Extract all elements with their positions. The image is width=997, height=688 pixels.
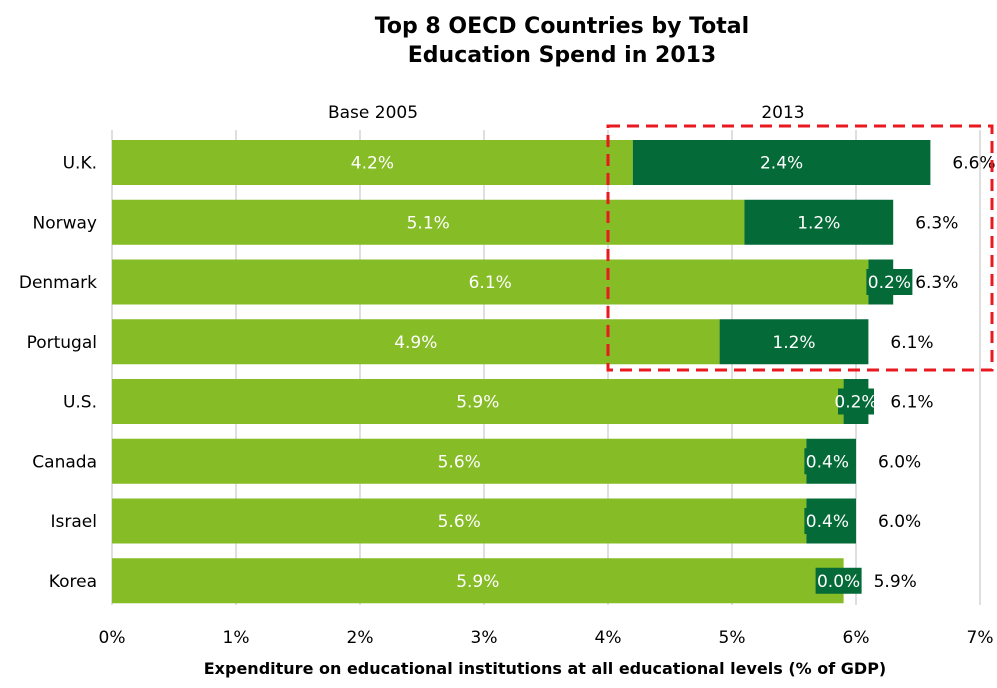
category-label: Canada	[32, 452, 97, 472]
category-label: Denmark	[19, 273, 97, 293]
data-label-total: 5.9%	[874, 572, 917, 592]
labels: U.K. 4.2% 2.4% 6.6% Norway 5.1% 1.2% 6.3% Denmar…	[19, 154, 996, 592]
bar-base	[112, 558, 844, 604]
data-label-tag	[866, 269, 913, 295]
chart-title-line-2: Education Spend in 2013	[408, 43, 717, 68]
data-label-total: 6.0%	[878, 452, 921, 472]
column-header-base: Base 2005	[328, 103, 418, 123]
x-tick-label: 5%	[719, 628, 746, 648]
x-tick-label: 0%	[99, 628, 126, 648]
bar-base	[112, 199, 745, 245]
x-tick-label: 2%	[347, 628, 374, 648]
data-label-base: 5.9%	[456, 572, 499, 592]
x-tick-label: 3%	[471, 628, 498, 648]
data-label-increase: 0.2%	[868, 273, 911, 293]
data-label-base: 5.1%	[407, 213, 450, 233]
bar-base	[112, 438, 807, 484]
data-label-tag	[815, 567, 862, 594]
category-label: Korea	[49, 572, 97, 592]
data-label-tag	[804, 448, 851, 475]
data-label-total: 6.1%	[890, 393, 933, 413]
bar-increase	[719, 319, 869, 365]
data-label-increase: 0.0%	[817, 572, 860, 592]
data-label-increase: 0.4%	[806, 512, 849, 532]
bar-increase	[744, 199, 894, 245]
data-label-increase: 1.2%	[772, 333, 815, 353]
data-label-base: 5.6%	[438, 452, 481, 472]
bar-base	[112, 498, 807, 544]
data-label-increase: 2.4%	[760, 154, 803, 174]
bars	[112, 140, 931, 604]
x-tick-label: 4%	[595, 628, 622, 648]
data-label-base: 4.9%	[394, 333, 437, 353]
data-label-total: 6.1%	[890, 333, 933, 353]
data-label-tag	[838, 388, 874, 415]
chart-title-line-1: Top 8 OECD Countries by Total	[375, 14, 749, 39]
x-tick-label: 6%	[843, 628, 870, 648]
x-tick-label: 1%	[223, 628, 250, 648]
data-label-base: 5.9%	[456, 393, 499, 413]
category-label: Israel	[51, 512, 97, 532]
data-label-increase: 1.2%	[797, 213, 840, 233]
data-label-base: 4.2%	[351, 154, 394, 174]
bar-increase	[632, 140, 931, 185]
highlight-box	[606, 124, 994, 372]
x-axis-label: Expenditure on educational institutions …	[204, 659, 887, 678]
data-label-increase: 0.4%	[806, 452, 849, 472]
x-axis-ticks: 0% 1% 2% 3% 4% 5% 6% 7%	[99, 628, 994, 648]
category-label: Norway	[33, 213, 98, 233]
bar-base	[112, 140, 633, 185]
data-label-total: 6.3%	[915, 273, 958, 293]
data-label-base: 5.6%	[438, 512, 481, 532]
bar-base	[112, 259, 869, 305]
category-label: U.K.	[63, 154, 97, 174]
data-label-total: 6.3%	[915, 213, 958, 233]
category-label: U.S.	[63, 393, 97, 413]
bar-base	[112, 319, 720, 365]
x-tick-label: 7%	[967, 628, 994, 648]
column-header-2013: 2013	[761, 103, 804, 123]
data-label-total: 6.6%	[952, 154, 995, 174]
data-label-base: 6.1%	[469, 273, 512, 293]
data-label-total: 6.0%	[878, 512, 921, 532]
data-label-increase: 0.2%	[834, 393, 877, 413]
category-label: Portugal	[27, 333, 97, 353]
data-label-tag	[804, 508, 851, 534]
bar-base	[112, 379, 844, 424]
